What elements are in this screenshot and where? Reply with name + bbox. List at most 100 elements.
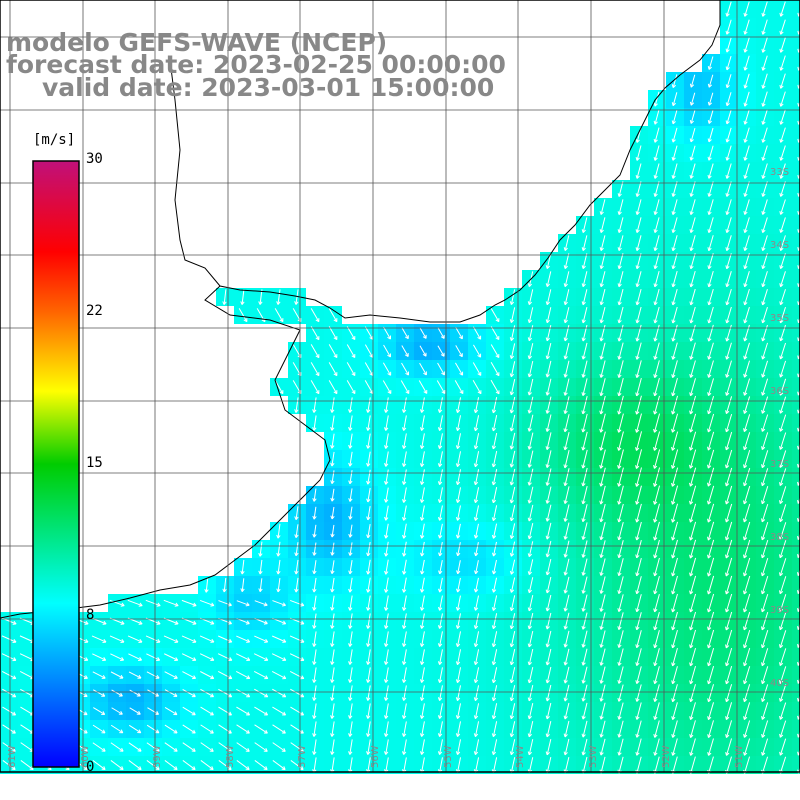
wind-arrow xyxy=(653,145,660,161)
wind-arrow xyxy=(707,360,714,378)
wind-arrow xyxy=(254,600,268,607)
wind-arrow xyxy=(330,451,335,467)
wind-arrow xyxy=(599,360,606,378)
wind-arrow xyxy=(146,724,160,734)
wind-arrow xyxy=(707,145,714,161)
wind-cell xyxy=(792,432,800,450)
wind-arrow xyxy=(382,380,392,394)
wind-arrow xyxy=(472,380,482,395)
wind-arrow xyxy=(760,557,769,577)
wind-arrow xyxy=(490,308,500,323)
wind-arrow xyxy=(330,667,335,683)
wind-arrow xyxy=(599,449,606,469)
wind-arrow xyxy=(743,414,751,433)
wind-arrow xyxy=(581,235,588,251)
wind-arrow xyxy=(635,253,642,270)
wind-arrow xyxy=(236,724,250,734)
wind-arrow xyxy=(581,449,588,469)
wind-arrow xyxy=(725,163,732,179)
wind-arrow xyxy=(455,397,462,413)
wind-arrow xyxy=(635,360,642,378)
wind-arrow xyxy=(599,235,606,252)
wind-arrow xyxy=(437,703,443,719)
wind-cell xyxy=(792,198,800,216)
wind-arrow xyxy=(473,667,480,684)
wind-arrow xyxy=(146,671,160,679)
wind-arrow xyxy=(330,506,335,520)
wind-cell xyxy=(792,396,800,414)
wind-arrow xyxy=(455,667,462,683)
wind-arrow xyxy=(725,306,732,324)
wind-arrow xyxy=(437,685,443,701)
wind-arrow xyxy=(545,522,552,540)
wind-arrow xyxy=(689,92,696,106)
wind-arrow xyxy=(671,74,678,89)
wind-arrow xyxy=(707,539,715,559)
wind-arrow xyxy=(455,649,462,665)
wind-arrow xyxy=(527,703,534,720)
wind-arrow xyxy=(635,395,642,415)
wind-arrow xyxy=(312,649,317,665)
wind-arrow xyxy=(312,685,317,701)
wind-arrow xyxy=(240,559,245,575)
wind-arrow xyxy=(182,671,197,680)
wind-arrow xyxy=(545,684,552,702)
wind-arrow xyxy=(617,217,624,233)
wind-arrow xyxy=(348,613,353,629)
wind-arrow xyxy=(272,706,287,716)
wind-arrow xyxy=(346,362,356,377)
wind-arrow xyxy=(778,558,787,577)
wind-arrow xyxy=(401,397,407,413)
wind-arrow xyxy=(743,235,750,252)
wind-arrow xyxy=(689,235,696,252)
wind-arrow xyxy=(545,702,552,720)
wind-arrow xyxy=(310,326,320,341)
wind-arrow xyxy=(527,396,534,414)
wind-arrow xyxy=(599,503,606,523)
wind-arrow xyxy=(384,595,389,611)
wind-arrow xyxy=(581,540,588,558)
wind-arrow xyxy=(689,181,696,197)
wind-arrow xyxy=(254,706,269,716)
wind-arrow xyxy=(545,468,552,486)
wind-arrow xyxy=(401,415,407,431)
wind-arrow xyxy=(402,595,407,611)
wind-arrow xyxy=(779,684,787,702)
wind-arrow xyxy=(707,306,714,324)
wind-arrow xyxy=(366,577,371,593)
wind-cell xyxy=(792,504,800,522)
wind-arrow xyxy=(617,449,624,469)
wind-cell xyxy=(792,720,800,738)
wind-arrow xyxy=(310,380,320,395)
wind-arrow xyxy=(92,760,106,771)
wind-arrow xyxy=(455,685,462,701)
wind-arrow xyxy=(761,19,768,35)
wind-arrow xyxy=(743,163,750,179)
wind-arrow xyxy=(779,432,787,450)
wind-arrow xyxy=(545,342,552,360)
wind-arrow xyxy=(92,671,106,679)
wind-arrow xyxy=(563,720,570,738)
wind-arrow xyxy=(289,635,305,643)
wind-arrow xyxy=(725,539,733,559)
wind-arrow xyxy=(491,613,498,630)
wind-arrow xyxy=(635,738,642,756)
wind-arrow xyxy=(473,739,480,755)
wind-arrow xyxy=(599,630,606,648)
wind-arrow xyxy=(437,345,445,357)
wind-arrow xyxy=(761,342,768,360)
wind-arrow xyxy=(725,1,732,17)
wind-arrow xyxy=(563,504,570,522)
wind-arrow xyxy=(366,649,371,665)
wind-arrow xyxy=(635,648,642,667)
wind-arrow xyxy=(725,92,732,107)
wind-arrow xyxy=(563,666,570,684)
wind-arrow xyxy=(725,647,733,667)
wind-arrow xyxy=(473,487,480,504)
wind-arrow xyxy=(617,181,624,197)
wind-arrow xyxy=(725,37,732,53)
wind-arrow xyxy=(581,666,588,684)
wind-arrow xyxy=(384,667,389,683)
wind-arrow xyxy=(779,127,786,143)
wind-arrow xyxy=(491,414,498,432)
